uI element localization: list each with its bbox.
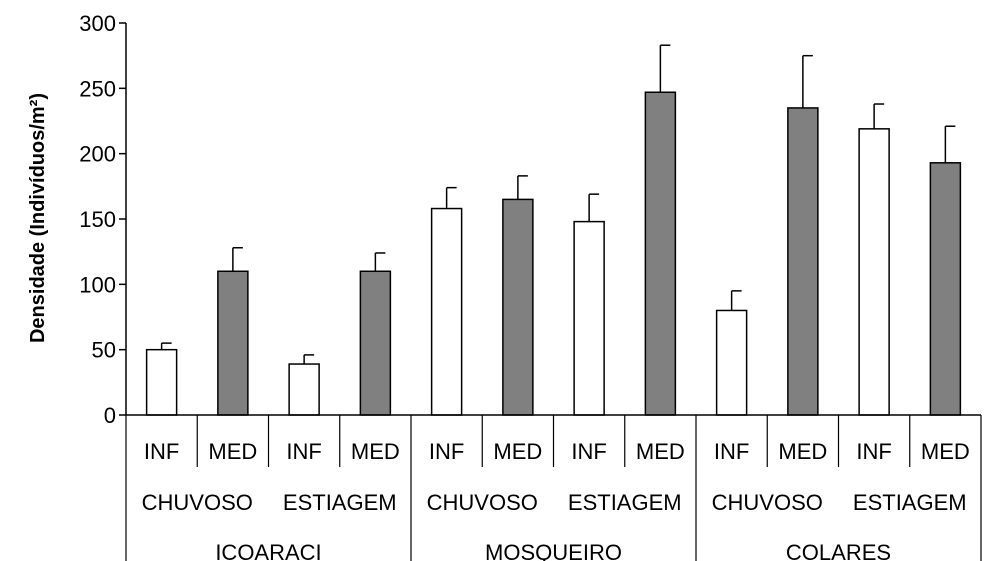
zone-label: INF	[571, 439, 606, 464]
bar-med	[502, 198, 534, 416]
site-label: COLARES	[786, 540, 891, 561]
bar-inf	[288, 363, 320, 416]
bar-inf	[573, 220, 605, 416]
y-tick-label: 250	[79, 76, 116, 101]
bar-inf	[145, 348, 178, 416]
y-axis-title: Densidade (Indivíduos/m²)	[27, 93, 49, 343]
site-label: ICOARACI	[215, 540, 321, 561]
zone-label: INF	[856, 439, 891, 464]
season-label: ESTIAGEM	[283, 490, 397, 515]
zone-label: MED	[208, 439, 257, 464]
bar-med	[217, 270, 249, 416]
bar-med	[644, 91, 677, 416]
bar-med	[929, 162, 962, 416]
x-axis: INF MED INF MED INF MED INF MED INF MED INF MED CHUV…	[125, 414, 982, 561]
season-label: ESTIAGEM	[853, 490, 967, 515]
site-label: MOSQUEIRO	[485, 540, 622, 561]
season-label: ESTIAGEM	[568, 490, 682, 515]
zone-label: INF	[144, 439, 179, 464]
y-tick-label: 100	[79, 272, 116, 297]
bar-inf	[858, 128, 890, 416]
y-tick-label: 50	[92, 338, 116, 363]
zone-label: INF	[429, 439, 464, 464]
season-label: CHUVOSO	[427, 490, 538, 515]
y-axis: 0 50 100 150 200 250 300	[79, 11, 127, 428]
y-tick-label: 0	[104, 403, 116, 428]
zone-label: INF	[286, 439, 321, 464]
y-tick-label: 200	[79, 142, 116, 167]
zone-label: MED	[636, 439, 685, 464]
season-label: CHUVOSO	[712, 490, 823, 515]
zone-label: MED	[493, 439, 542, 464]
zone-label: MED	[351, 439, 400, 464]
bar-med	[359, 270, 392, 416]
zone-label: INF	[714, 439, 749, 464]
bar-inf	[715, 309, 748, 416]
y-tick-label: 300	[79, 11, 116, 36]
bar-inf	[430, 207, 463, 416]
zone-label: MED	[778, 439, 827, 464]
bar-med	[787, 107, 819, 416]
y-tick-label: 150	[79, 207, 116, 232]
bars	[145, 44, 962, 416]
zone-label: MED	[921, 439, 970, 464]
season-label: CHUVOSO	[142, 490, 253, 515]
